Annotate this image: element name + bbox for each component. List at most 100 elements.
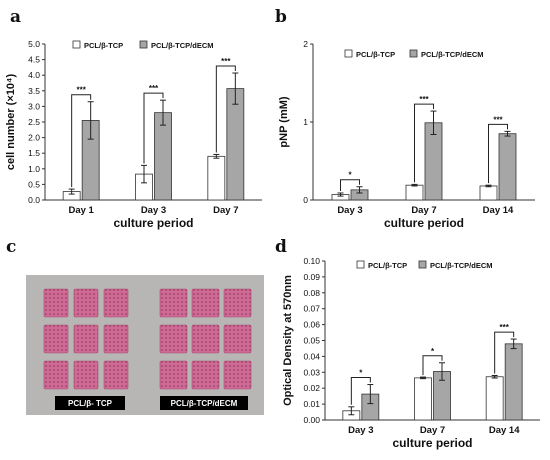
y-tick-label: 0.05 xyxy=(303,336,320,346)
scaffold-tile xyxy=(159,324,188,354)
scaffold-tile xyxy=(73,324,99,354)
y-tick-label: 0.00 xyxy=(303,415,320,425)
x-axis-label: culture period xyxy=(384,216,464,230)
bar xyxy=(414,377,432,421)
y-tick-label: 1.0 xyxy=(28,164,40,174)
legend-label: PCL/β-TCP xyxy=(356,50,395,59)
scaffold-tile xyxy=(191,288,220,318)
photo-label-right: PCL/β-TCP/dECM xyxy=(171,399,238,408)
legend-swatch xyxy=(356,260,365,269)
photo-scaffolds: c PCL/β- TCP PCL/β-TCP/dECM xyxy=(6,237,264,415)
y-tick-label: 0.5 xyxy=(28,179,40,189)
x-category-label: Day 14 xyxy=(483,205,514,216)
x-category-label: Day 7 xyxy=(213,205,238,216)
significance-mark: * xyxy=(431,347,435,356)
photo-label-box-left xyxy=(55,396,125,410)
scaffold-tile xyxy=(223,324,252,354)
significance-bracket xyxy=(340,179,360,191)
significance-bracket xyxy=(422,355,443,376)
y-tick-label: 0.04 xyxy=(303,351,320,361)
legend-label: PCL/β-TCP/dECM xyxy=(421,50,484,59)
panel-letter-a: a xyxy=(10,7,21,27)
y-axis-label: Optical Density at 570nm xyxy=(282,275,294,406)
significance-bracket xyxy=(414,103,434,183)
chart-pnp: b 0 1 2 pNP (mM) culture period PCL/β-TCP PCL/β… xyxy=(275,7,535,230)
bar xyxy=(498,133,517,201)
significance-mark: *** xyxy=(149,84,159,93)
scaffold-tile xyxy=(43,324,69,354)
x-category-label: Day 3 xyxy=(141,205,166,216)
bar xyxy=(479,185,498,201)
scaffold-tile xyxy=(159,288,188,318)
x-category-label: Day 7 xyxy=(420,425,445,436)
bar xyxy=(207,155,226,201)
panel-letter-d: d xyxy=(275,237,287,257)
scaffold-tile xyxy=(103,324,129,354)
photo-label-left: PCL/β- TCP xyxy=(68,399,113,408)
bar xyxy=(485,376,504,421)
scaffold-tile xyxy=(73,288,99,318)
significance-mark: * xyxy=(348,171,352,180)
panel-letter-c: c xyxy=(6,237,16,257)
y-tick-label: 0.10 xyxy=(303,256,320,266)
bar xyxy=(405,184,424,201)
legend-swatch xyxy=(139,40,148,49)
legend-label: PCL/β-TCP/dECM xyxy=(151,41,214,50)
y-tick-label: 3.0 xyxy=(28,101,40,111)
legend-label: PCL/β-TCP/dECM xyxy=(430,261,493,270)
significance-bracket xyxy=(215,65,236,153)
y-tick-label: 0.02 xyxy=(303,383,320,393)
significance-mark: * xyxy=(359,369,363,378)
legend-swatch xyxy=(409,49,418,58)
legend-swatch xyxy=(72,40,81,49)
legend-swatch xyxy=(344,49,353,58)
scaffold-tile xyxy=(223,288,252,318)
y-tick-label: 4.5 xyxy=(28,55,40,65)
y-tick-label: 0.09 xyxy=(303,272,320,282)
bar xyxy=(154,112,172,201)
significance-bracket xyxy=(71,94,92,188)
scaffold-tile xyxy=(223,360,252,390)
significance-mark: *** xyxy=(499,323,509,332)
y-tick-label: 1 xyxy=(303,117,308,127)
y-tick-label: 0.08 xyxy=(303,288,320,298)
significance-bracket xyxy=(494,331,515,374)
scaffold-tile xyxy=(191,360,220,390)
y-tick-label: 2.0 xyxy=(28,133,40,143)
significance-mark: *** xyxy=(76,86,86,95)
significance-bracket xyxy=(143,92,164,164)
x-category-label: Day 14 xyxy=(489,425,520,436)
scaffold-tile xyxy=(103,288,129,318)
y-tick-label: 0.01 xyxy=(303,399,320,409)
x-category-label: Day 7 xyxy=(411,205,436,216)
legend-label: PCL/β-TCP xyxy=(368,261,407,270)
bar xyxy=(226,88,245,201)
chart-optical-density: d 0.00 0.01 0.02 0.03 0.04 0.05 0.06 0.07 0.08 0.0… xyxy=(275,237,540,450)
y-tick-label: 2.5 xyxy=(28,117,40,127)
y-tick-label: 0.06 xyxy=(303,320,320,330)
y-tick-label: 3.5 xyxy=(28,86,40,96)
y-tick-label: 4.0 xyxy=(28,70,40,80)
legend-swatch xyxy=(418,260,427,269)
y-tick-label: 1.5 xyxy=(28,148,40,158)
x-axis-label: culture period xyxy=(392,436,472,450)
scaffold-tile xyxy=(159,360,188,390)
significance-mark: *** xyxy=(221,57,231,66)
x-category-label: Day 3 xyxy=(337,205,362,216)
significance-mark: *** xyxy=(419,95,429,104)
x-category-label: Day 1 xyxy=(68,205,94,216)
scaffold-tile xyxy=(43,360,69,390)
significance-bracket xyxy=(488,123,508,184)
x-category-label: Day 3 xyxy=(348,425,373,436)
significance-mark: *** xyxy=(493,115,503,124)
chart-cell-number: a 0.0 0.5 1.0 1.5 2.0 2.5 3.0 3.5 4.0 4.5 5.0 cell n… xyxy=(5,7,262,230)
x-axis-label: culture period xyxy=(113,216,193,230)
photo-label-box-right xyxy=(160,396,248,410)
y-tick-label: 0.0 xyxy=(28,195,40,205)
scaffold-tile xyxy=(103,360,129,390)
legend-label: PCL/β-TCP xyxy=(84,41,123,50)
y-tick-label: 0 xyxy=(303,195,308,205)
bar xyxy=(504,343,523,421)
scaffold-tile xyxy=(73,360,99,390)
